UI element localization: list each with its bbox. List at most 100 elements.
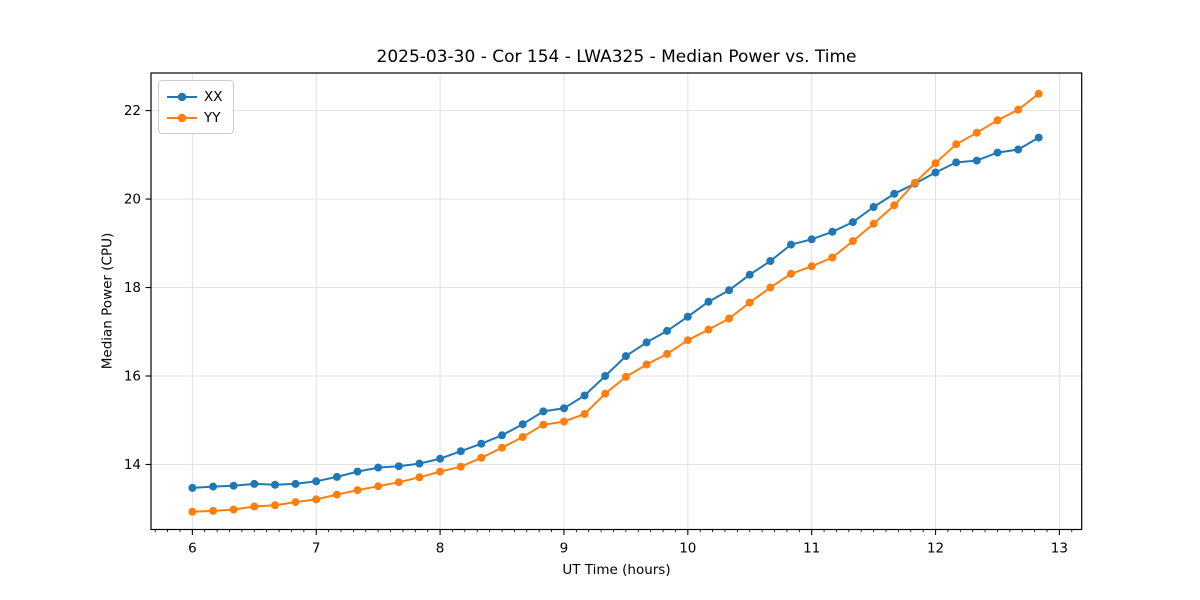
data-point [972, 128, 981, 137]
x-tick-label: 6 [188, 541, 197, 557]
data-point [188, 507, 197, 516]
data-point [436, 454, 445, 463]
legend-dot [177, 113, 187, 122]
series-xx [188, 133, 1043, 492]
chart-title: 2025-03-30 - Cor 154 - LWA325 - Median P… [376, 47, 857, 67]
data-point [271, 480, 279, 489]
x-tick-label: 7 [312, 541, 321, 557]
y-axis-label: Median Power (CPU) [99, 233, 115, 369]
data-point [931, 159, 940, 168]
data-point [415, 473, 424, 482]
data-point [725, 286, 734, 295]
x-tick-label: 10 [679, 541, 696, 557]
y-tick-label: 20 [124, 192, 141, 208]
data-point [498, 443, 506, 452]
series-line-xx [192, 136, 1040, 489]
data-point [312, 495, 321, 504]
data-point [560, 417, 568, 426]
data-point [229, 505, 238, 514]
data-point [456, 447, 465, 456]
data-point [394, 478, 403, 487]
data-point [580, 410, 589, 418]
x-tick-label: 12 [927, 541, 944, 557]
data-point [848, 218, 857, 227]
data-point [745, 298, 754, 307]
data-point [642, 338, 651, 347]
data-point [601, 372, 610, 380]
plot-root: 6 7 8 9 10 11 12 13 14 16 18 20 22 [124, 72, 1083, 557]
data-point [477, 439, 486, 448]
data-point [209, 482, 218, 491]
data-point [436, 467, 445, 476]
gridlines [151, 73, 1082, 530]
data-point [663, 326, 672, 335]
data-point [209, 506, 218, 515]
data-point [931, 168, 940, 177]
data-point [704, 297, 713, 306]
data-point [890, 189, 899, 198]
data-point [415, 459, 424, 468]
data-point [807, 262, 816, 271]
legend-label: XX [204, 88, 223, 105]
data-point [291, 498, 300, 507]
data-point [766, 257, 775, 265]
series-line-yy [192, 93, 1040, 513]
data-point [498, 431, 506, 440]
x-tick-label: 13 [1051, 541, 1068, 557]
data-point [642, 360, 651, 369]
data-point [952, 140, 961, 149]
data-point [848, 237, 857, 246]
data-point [766, 283, 775, 292]
data-point [725, 314, 734, 323]
data-point [518, 420, 527, 429]
data-point [188, 483, 197, 492]
legend-entry-xx: XX [167, 86, 223, 107]
data-point [353, 467, 362, 476]
data-point [374, 463, 383, 472]
data-point [869, 203, 878, 211]
legend-dot [177, 92, 187, 101]
data-point [828, 253, 837, 262]
x-axis-label: UT Time (hours) [562, 562, 671, 578]
data-point [1034, 89, 1043, 98]
legend: XX YY [158, 80, 234, 134]
legend-marker-icon [167, 113, 197, 122]
data-point [993, 116, 1002, 125]
legend-entry-yy: YY [167, 107, 223, 128]
data-point [477, 453, 486, 462]
data-point [250, 502, 259, 511]
data-point [993, 148, 1002, 157]
data-point [374, 482, 383, 491]
data-point [869, 219, 878, 228]
series-yy [188, 89, 1043, 516]
data-point [518, 433, 527, 441]
y-tick-label: 18 [124, 280, 141, 296]
data-point [560, 404, 568, 413]
data-point [1014, 145, 1023, 154]
data-point [952, 158, 961, 167]
data-point [683, 312, 692, 321]
y-tick-label: 14 [124, 457, 141, 473]
data-point [312, 477, 321, 486]
data-point [890, 201, 899, 210]
data-point [745, 270, 754, 279]
data-point [787, 240, 795, 249]
data-point [394, 462, 403, 471]
data-point [828, 227, 837, 236]
data-point [332, 472, 341, 481]
data-point [621, 352, 630, 361]
data-point [1014, 105, 1023, 114]
data-point [704, 325, 713, 334]
data-point [663, 349, 672, 358]
data-point [539, 407, 548, 416]
x-tick-label: 11 [803, 541, 820, 557]
plot-spines [150, 72, 1083, 531]
data-point [456, 462, 465, 471]
y-tick-label: 22 [124, 103, 141, 119]
legend-marker-icon [167, 92, 197, 101]
data-point [271, 501, 279, 510]
data-point [972, 156, 981, 165]
data-point [910, 178, 919, 187]
